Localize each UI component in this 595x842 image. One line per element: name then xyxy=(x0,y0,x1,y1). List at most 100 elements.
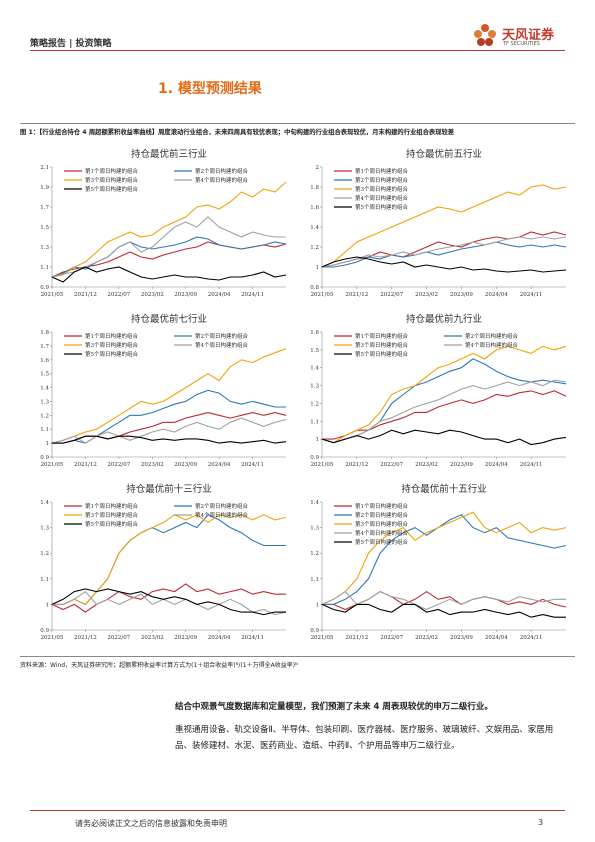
y-tick-label: 1.6 xyxy=(310,330,319,336)
legend-label: 第3个周日构建的组合 xyxy=(355,185,408,193)
source-note: 资料来源：Wind，天风证券研究所；超额累积收益率计算方式为(1＋组合收益率)ᴺ… xyxy=(20,656,575,669)
series-line xyxy=(51,588,286,616)
legend-label: 第5个周日构建的组合 xyxy=(355,350,408,358)
legend-label: 第5个周日构建的组合 xyxy=(355,538,408,546)
y-tick-label: 1.1 xyxy=(40,577,49,583)
y-tick-label: 2 xyxy=(316,165,320,171)
chart-title: 持仓最优前三行业 xyxy=(131,148,207,160)
series-line xyxy=(51,181,287,278)
x-tick-label: 2024/04 xyxy=(485,462,508,468)
legend-label: 第2个周日构建的组合 xyxy=(465,332,518,340)
legend-label: 第2个周日构建的组合 xyxy=(355,176,408,184)
y-tick-label: 1.1 xyxy=(310,577,319,583)
y-tick-label: 1.3 xyxy=(310,384,319,390)
y-tick-label: 1.1 xyxy=(40,427,49,433)
y-tick-label: 1.3 xyxy=(310,526,319,532)
series-line xyxy=(51,417,287,444)
legend-label: 第4个周日构建的组合 xyxy=(465,341,518,349)
x-tick-label: 2023/02 xyxy=(415,462,438,468)
x-tick-label: 2024/11 xyxy=(520,462,543,468)
x-tick-label: 2023/02 xyxy=(141,292,164,298)
x-tick-label: 2022/07 xyxy=(380,635,403,641)
x-tick-label: 2024/11 xyxy=(520,292,543,298)
x-tick-label: 2021/12 xyxy=(345,292,368,298)
x-tick-label: 2023/09 xyxy=(174,462,197,468)
series-line xyxy=(321,184,567,268)
y-tick-label: 2.1 xyxy=(40,165,49,171)
x-tick-label: 2024/11 xyxy=(241,292,264,298)
x-tick-label: 2022/07 xyxy=(107,292,130,298)
x-tick-label: 2021/12 xyxy=(74,462,97,468)
line-chart: 持仓最优前三行业 0.9 1.1 1.3 1.5 1.7 1.9 2.1 2021/05 2021… xyxy=(40,148,287,298)
y-tick-label: 1 xyxy=(316,602,320,608)
x-tick-label: 2023/02 xyxy=(141,462,164,468)
page-number: 3 xyxy=(538,818,544,827)
x-tick-label: 2022/07 xyxy=(107,635,130,641)
legend-label: 第3个周日构建的组合 xyxy=(85,176,138,184)
y-tick-label: 1.6 xyxy=(310,205,319,211)
y-tick-label: 0.9 xyxy=(40,455,49,461)
y-tick-label: 1 xyxy=(316,437,320,443)
x-tick-label: 2023/09 xyxy=(450,292,473,298)
series-line xyxy=(321,379,567,444)
legend-label: 第2个周日构建的组合 xyxy=(195,502,248,510)
x-tick-label: 2021/05 xyxy=(311,462,334,468)
y-tick-label: 1.3 xyxy=(40,399,49,405)
y-tick-label: 1.4 xyxy=(40,386,49,392)
y-tick-label: 1.5 xyxy=(310,348,319,354)
y-tick-label: 1.4 xyxy=(310,366,319,372)
x-tick-label: 2021/12 xyxy=(74,292,97,298)
x-tick-label: 2022/07 xyxy=(107,462,130,468)
legend-label: 第1个周日构建的组合 xyxy=(85,332,138,340)
series-line xyxy=(52,435,287,444)
series-line xyxy=(51,266,287,283)
paragraph: 重视通用设备、轨交设备Ⅱ、半导体、包装印刷、医疗器械、医疗服务、玻璃玻纤、文娱用… xyxy=(175,725,554,751)
x-tick-label: 2021/05 xyxy=(41,292,64,298)
series-line xyxy=(322,514,567,605)
y-tick-label: 0.8 xyxy=(310,285,319,291)
y-tick-label: 1.1 xyxy=(40,265,49,271)
x-tick-label: 2022/07 xyxy=(380,292,403,298)
x-tick-label: 2024/04 xyxy=(485,292,508,298)
logo-text-en: TF SECURITIES xyxy=(503,41,540,47)
x-tick-label: 2023/02 xyxy=(415,292,438,298)
series-line xyxy=(321,236,567,268)
legend-label: 第3个周日构建的组合 xyxy=(85,511,138,519)
y-tick-label: 1.2 xyxy=(310,245,319,251)
chart-title: 持仓最优前七行业 xyxy=(131,313,207,325)
x-tick-label: 2024/11 xyxy=(241,462,264,468)
series-line xyxy=(321,590,566,611)
x-tick-label: 2024/04 xyxy=(208,462,231,468)
series-line xyxy=(52,514,286,606)
legend-label: 第1个周日构建的组合 xyxy=(85,502,138,510)
series-line xyxy=(51,216,286,278)
series-line xyxy=(322,390,567,440)
x-tick-label: 2021/12 xyxy=(345,462,368,468)
series-line xyxy=(321,511,567,605)
y-tick-label: 1.3 xyxy=(40,245,49,251)
y-tick-label: 1.8 xyxy=(310,185,319,191)
legend-label: 第4个周日构建的组合 xyxy=(195,176,248,184)
x-tick-label: 2024/04 xyxy=(208,292,231,298)
header-rule xyxy=(30,50,565,51)
legend-label: 第4个周日构建的组合 xyxy=(195,511,248,519)
line-chart: 持仓最优前十五行业 0.9 1 1.1 1.2 1.3 1.4 2021/05 2021/12 2… xyxy=(310,483,567,641)
y-tick-label: 0.9 xyxy=(310,455,319,461)
x-tick-label: 2024/04 xyxy=(208,635,231,641)
legend-label: 第2个周日构建的组合 xyxy=(355,511,408,519)
legend-label: 第2个周日构建的组合 xyxy=(195,167,248,175)
series-line xyxy=(52,590,287,616)
chart-title: 持仓最优前十三行业 xyxy=(126,483,212,495)
series-line xyxy=(52,514,287,606)
legend-label: 第1个周日构建的组合 xyxy=(355,332,408,340)
x-tick-label: 2021/05 xyxy=(311,292,334,298)
y-tick-label: 1.7 xyxy=(40,205,49,211)
legend-label: 第3个周日构建的组合 xyxy=(355,341,408,349)
x-tick-label: 2021/05 xyxy=(41,635,64,641)
y-tick-label: 1 xyxy=(46,441,50,447)
y-tick-label: 1.9 xyxy=(40,185,49,191)
y-tick-label: 1.5 xyxy=(40,225,49,231)
legend-label: 第5个周日构建的组合 xyxy=(85,350,138,358)
series-line xyxy=(321,256,567,273)
